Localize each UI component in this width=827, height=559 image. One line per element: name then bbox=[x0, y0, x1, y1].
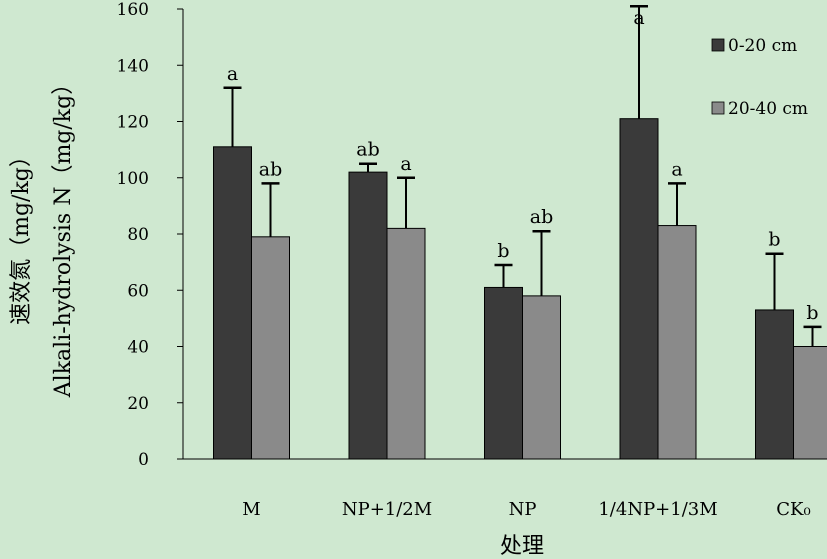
significance-label: a bbox=[400, 153, 411, 175]
y-tick-label: 80 bbox=[127, 225, 149, 245]
x-tick-label: NP bbox=[509, 499, 537, 520]
y-tick-label: 100 bbox=[117, 169, 149, 189]
legend-swatch bbox=[711, 38, 725, 52]
x-tick-label: M bbox=[242, 499, 260, 520]
legend-label: 20-40 cm bbox=[728, 99, 808, 119]
significance-label: a bbox=[671, 158, 682, 180]
bar bbox=[484, 286, 523, 460]
plot-area: 020406080100120140160aabMabaNP+1/2MbabNP… bbox=[117, 0, 827, 520]
significance-label: a bbox=[227, 63, 238, 85]
x-tick-label: 1/4NP+1/3M bbox=[598, 499, 717, 520]
significance-label: ab bbox=[259, 158, 283, 180]
y-tick-label: 160 bbox=[117, 0, 149, 20]
x-tick-label: CK₀ bbox=[776, 499, 810, 520]
bar bbox=[619, 118, 659, 460]
bar bbox=[657, 225, 697, 460]
bar bbox=[522, 295, 561, 460]
y-tick-label: 120 bbox=[117, 113, 149, 133]
bar bbox=[251, 236, 290, 460]
legend-swatch bbox=[711, 101, 725, 115]
bar bbox=[348, 171, 388, 460]
bar bbox=[213, 146, 252, 460]
x-axis-label: 处理 bbox=[500, 534, 544, 559]
y-tick-label: 20 bbox=[127, 394, 149, 414]
y-tick-label: 0 bbox=[138, 450, 149, 470]
y-axis-label-chinese: 速效氮（mg/kg） bbox=[9, 145, 34, 325]
legend-label: 0-20 cm bbox=[728, 36, 797, 56]
bar bbox=[755, 309, 794, 460]
significance-label: b bbox=[806, 302, 818, 324]
significance-label: b bbox=[768, 229, 780, 251]
y-axis-label-english: Alkali-hydrolysis N（mg/kg） bbox=[51, 73, 76, 398]
y-tick-label: 140 bbox=[117, 56, 149, 76]
significance-label: ab bbox=[530, 206, 554, 228]
bar bbox=[793, 346, 827, 460]
significance-label: ab bbox=[356, 139, 380, 161]
x-tick-label: NP+1/2M bbox=[342, 499, 432, 520]
y-tick-label: 40 bbox=[127, 338, 149, 358]
significance-label: b bbox=[497, 240, 509, 262]
y-tick-label: 60 bbox=[127, 281, 149, 301]
bar bbox=[386, 227, 426, 460]
significance-label: a bbox=[633, 7, 644, 29]
